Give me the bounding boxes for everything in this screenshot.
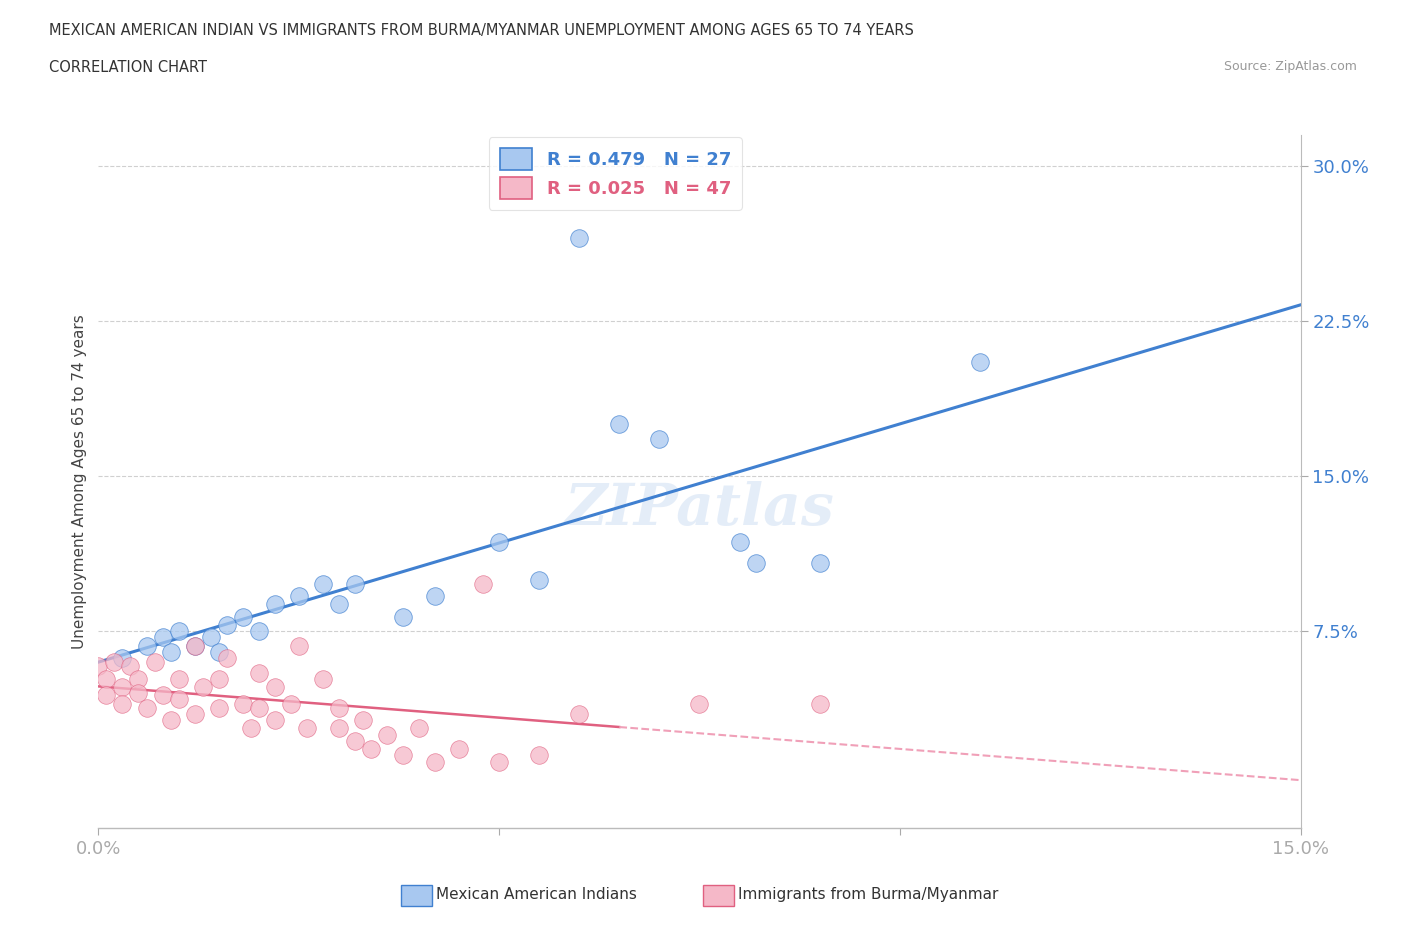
Text: Source: ZipAtlas.com: Source: ZipAtlas.com [1223,60,1357,73]
Point [568,231,591,246]
Text: Immigrants from Burma/Myanmar: Immigrants from Burma/Myanmar [738,887,998,902]
Point [191,680,214,695]
Point [328,721,350,736]
Point [152,630,174,644]
Point [135,638,157,653]
Point [208,700,231,715]
Point [969,355,991,370]
Point [167,624,190,639]
Point [392,609,415,624]
Point [120,659,142,674]
Point [200,630,222,644]
Point [312,577,335,591]
Point [111,680,134,695]
Point [312,671,335,686]
Legend: R = 0.479   N = 27, R = 0.025   N = 47: R = 0.479 N = 27, R = 0.025 N = 47 [489,137,742,210]
Point [408,721,430,736]
Point [239,721,262,736]
Point [247,624,270,639]
Point [529,748,551,763]
Point [263,712,285,727]
Point [159,712,181,727]
Point [167,692,190,707]
Point [689,697,711,711]
Point [288,638,311,653]
Point [208,671,231,686]
Point [208,644,231,659]
Point [343,577,366,591]
Point [159,644,181,659]
Point [128,685,150,700]
Point [167,671,190,686]
Point [648,432,671,446]
Point [183,638,205,653]
Point [568,707,591,722]
Point [423,589,446,604]
Point [447,741,470,756]
Point [360,741,382,756]
Point [488,754,510,769]
Point [183,638,205,653]
Point [183,707,205,722]
Text: CORRELATION CHART: CORRELATION CHART [49,60,207,75]
Point [288,589,311,604]
Text: Mexican American Indians: Mexican American Indians [436,887,637,902]
Text: MEXICAN AMERICAN INDIAN VS IMMIGRANTS FROM BURMA/MYANMAR UNEMPLOYMENT AMONG AGES: MEXICAN AMERICAN INDIAN VS IMMIGRANTS FR… [49,23,914,38]
Point [128,671,150,686]
Point [96,688,118,703]
Y-axis label: Unemployment Among Ages 65 to 74 years: Unemployment Among Ages 65 to 74 years [72,314,87,648]
Point [488,535,510,550]
Point [280,697,302,711]
Point [472,577,495,591]
Point [328,700,350,715]
Point [808,697,831,711]
Point [423,754,446,769]
Point [96,671,118,686]
Point [232,697,254,711]
Point [728,535,751,550]
Point [263,597,285,612]
Point [808,555,831,570]
Point [215,618,238,632]
Point [609,417,631,432]
Point [143,655,166,670]
Point [352,712,374,727]
Point [744,555,766,570]
Point [111,697,134,711]
Point [247,665,270,680]
Point [87,659,110,674]
Point [135,700,157,715]
Point [215,651,238,666]
Point [103,655,125,670]
Point [232,609,254,624]
Point [111,651,134,666]
Point [375,727,398,742]
Point [263,680,285,695]
Point [152,688,174,703]
Point [392,748,415,763]
Point [343,734,366,749]
Point [295,721,318,736]
Point [328,597,350,612]
Point [529,572,551,587]
Point [247,700,270,715]
Text: ZIPatlas: ZIPatlas [565,481,834,538]
